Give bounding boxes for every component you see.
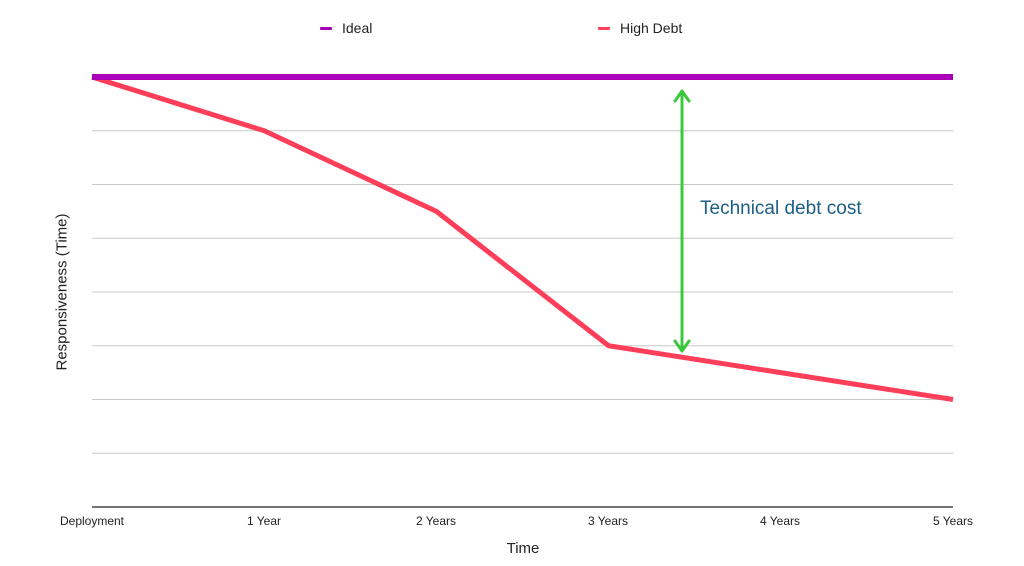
x-tick-3-years: 3 Years <box>587 514 629 528</box>
y-axis-title: Responsiveness (Time) <box>53 213 71 371</box>
legend-item-high-debt[interactable]: High Debt <box>598 20 682 36</box>
gridlines <box>92 130 953 454</box>
debt-cost-arrow <box>673 89 691 353</box>
x-tick-5-years: 5 Years <box>932 514 974 528</box>
legend-swatch-ideal <box>320 26 332 30</box>
x-tick-4-years: 4 Years <box>759 514 801 528</box>
x-axis-title: Time <box>506 540 540 557</box>
x-tick-2-years: 2 Years <box>415 514 457 528</box>
series-lines <box>91 74 954 402</box>
technical-debt-cost-label: Technical debt cost <box>700 198 862 219</box>
legend-item-ideal[interactable]: Ideal <box>320 20 372 36</box>
x-tick-deployment: Deployment <box>59 514 125 528</box>
legend-swatch-high-debt <box>598 26 610 30</box>
legend-label-high-debt: High Debt <box>620 20 683 36</box>
legend-label-ideal: Ideal <box>342 20 373 36</box>
x-tick-1-year: 1 Year <box>246 514 282 528</box>
series-line-high-debt <box>91 74 954 402</box>
